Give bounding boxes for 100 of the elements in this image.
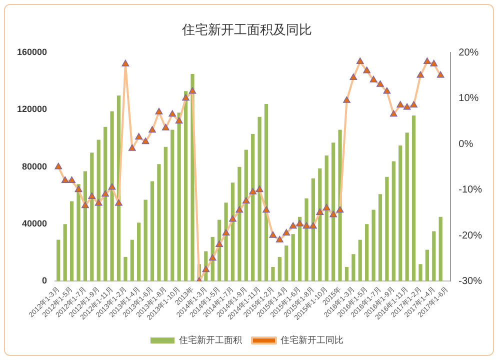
bar xyxy=(264,104,268,282)
point xyxy=(383,87,391,94)
point xyxy=(330,210,337,218)
legend-label: 住宅新开工同比 xyxy=(280,334,344,346)
point xyxy=(370,76,378,82)
bar xyxy=(104,126,108,282)
bar xyxy=(405,132,409,282)
bar xyxy=(418,264,422,282)
bar xyxy=(385,176,389,282)
point xyxy=(236,206,244,213)
bar xyxy=(164,146,168,282)
y-tick-label: 160000 xyxy=(16,47,48,58)
point xyxy=(356,58,364,64)
bar xyxy=(332,142,336,282)
bar xyxy=(392,161,396,282)
point xyxy=(162,124,170,130)
point xyxy=(54,162,62,170)
bar xyxy=(311,178,316,282)
point xyxy=(390,110,398,117)
point xyxy=(350,74,358,80)
bar xyxy=(438,216,442,282)
legend-label: 住宅新开工面积 xyxy=(179,334,242,346)
bar xyxy=(352,254,356,282)
bar xyxy=(70,201,74,282)
bar xyxy=(76,184,80,282)
point xyxy=(122,60,130,66)
bar xyxy=(230,182,235,282)
point xyxy=(410,100,418,108)
bar xyxy=(318,168,322,282)
point xyxy=(88,192,96,199)
point xyxy=(396,100,404,108)
bar xyxy=(412,115,416,282)
bar xyxy=(378,194,382,282)
point xyxy=(363,66,371,74)
point xyxy=(343,96,350,103)
point xyxy=(135,133,143,140)
point xyxy=(202,266,210,272)
y2-tick-label: -30% xyxy=(458,276,482,287)
bar xyxy=(124,256,128,282)
bar xyxy=(137,222,141,282)
bar xyxy=(170,130,174,282)
bar xyxy=(425,250,429,282)
point xyxy=(208,254,216,261)
chart-title: 住宅新开工面积及同比 xyxy=(181,22,312,38)
bar xyxy=(284,246,288,282)
point xyxy=(316,208,324,215)
bar xyxy=(365,224,369,282)
bar xyxy=(238,166,242,282)
point xyxy=(182,94,190,101)
point xyxy=(276,236,284,242)
point xyxy=(188,87,196,94)
point xyxy=(262,206,270,213)
y-tick-label: 120000 xyxy=(16,104,48,114)
point xyxy=(155,108,163,114)
bar xyxy=(157,164,161,282)
point xyxy=(61,176,69,183)
y2-tick-label: -20% xyxy=(458,230,482,242)
y2-tick-label: 10% xyxy=(458,93,479,104)
y2-tick-label: 20% xyxy=(458,47,479,58)
bar xyxy=(110,111,114,282)
point xyxy=(336,206,344,213)
bar xyxy=(83,171,88,282)
bar xyxy=(344,266,349,282)
point xyxy=(242,197,250,204)
point xyxy=(376,80,384,87)
y-tick-label: 40000 xyxy=(22,218,48,229)
bar xyxy=(96,140,100,282)
bar xyxy=(144,200,148,282)
bar xyxy=(251,134,255,282)
point xyxy=(403,103,411,110)
bar xyxy=(90,152,94,282)
point xyxy=(82,202,89,208)
point xyxy=(269,231,277,238)
point xyxy=(74,186,82,192)
bar xyxy=(177,112,181,282)
point xyxy=(115,199,122,206)
point xyxy=(430,60,438,66)
point xyxy=(423,58,431,64)
bar xyxy=(304,198,308,282)
point xyxy=(142,138,150,144)
point xyxy=(282,229,290,236)
bar xyxy=(63,224,67,282)
point xyxy=(94,199,102,206)
bar xyxy=(130,240,134,282)
y2-tick-label: 0% xyxy=(458,138,474,150)
bar xyxy=(291,234,295,282)
bar xyxy=(271,266,275,282)
point xyxy=(289,222,297,229)
bar xyxy=(184,91,188,282)
point xyxy=(416,71,424,78)
point xyxy=(216,240,224,247)
bar xyxy=(224,202,228,282)
y2-tick-label: -10% xyxy=(458,184,482,196)
bar xyxy=(432,231,436,282)
point xyxy=(168,110,176,117)
bar xyxy=(150,181,154,282)
point xyxy=(68,176,76,183)
point xyxy=(148,126,156,133)
bar xyxy=(372,210,376,282)
point xyxy=(302,222,310,229)
